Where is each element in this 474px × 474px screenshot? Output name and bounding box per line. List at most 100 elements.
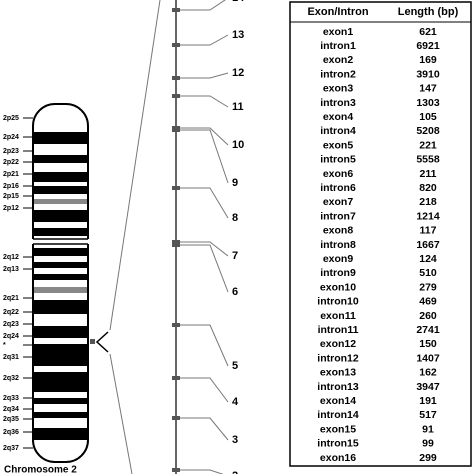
- table-cell: 6921: [416, 40, 440, 52]
- table-cell: 517: [419, 409, 437, 421]
- table-cell: intron7: [320, 210, 356, 222]
- table-cell: exon6: [323, 168, 354, 180]
- table-cell: 1214: [416, 210, 440, 222]
- table-frame: [289, 1, 472, 467]
- exon-label: 7: [232, 250, 238, 262]
- table-cell: exon4: [323, 111, 354, 123]
- exon-connector: [180, 0, 226, 11]
- exon-connector: [180, 241, 229, 257]
- table-cell: 5558: [416, 154, 440, 166]
- table-cell: 3947: [416, 381, 440, 393]
- exon-label: 13: [232, 29, 244, 41]
- table-cell: intron14: [317, 409, 359, 421]
- exon-tick: [172, 323, 180, 327]
- table-cell: intron15: [317, 438, 359, 450]
- exon-tick: [172, 376, 180, 380]
- table-cell: intron3: [320, 97, 356, 109]
- exon-label: 11: [232, 101, 244, 113]
- exon-connector: [180, 469, 224, 474]
- table-cell: 91: [422, 423, 434, 435]
- exon-label: 12: [232, 67, 244, 79]
- table-cell: 510: [419, 267, 437, 279]
- band-label: 2q35: [3, 416, 19, 423]
- table-header: Length (bp): [398, 6, 459, 18]
- table-cell: exon9: [323, 253, 354, 265]
- band-label: 2p21: [3, 171, 19, 178]
- table-cell: 162: [419, 367, 437, 379]
- centromere: [30, 239, 91, 244]
- band-label: 2q21: [3, 295, 19, 302]
- exon-connector: [180, 34, 229, 46]
- exon-connector: [180, 417, 229, 441]
- chromosome: [30, 103, 91, 463]
- table: Exon/Intron Length (bp) exon1 621 intron1 692…: [307, 6, 458, 464]
- chromosome-bands: [34, 132, 87, 440]
- table-cell: 150: [419, 338, 437, 350]
- table-cell: 299: [419, 452, 437, 464]
- table-cell: exon1: [323, 26, 354, 38]
- table-cell: exon15: [320, 423, 356, 435]
- band-label: 2q34: [3, 406, 19, 413]
- exon-connector: [180, 95, 229, 108]
- table-cell: 621: [419, 26, 437, 38]
- table-cell: intron9: [320, 267, 356, 279]
- table-cell: exon3: [323, 83, 354, 95]
- band-label: 2p24: [3, 134, 19, 141]
- exon-label: 10: [232, 139, 244, 151]
- table-cell: intron4: [320, 125, 356, 137]
- exon-label: 9: [232, 177, 238, 189]
- band-label: 2q23: [3, 321, 19, 328]
- table-cell: 169: [419, 54, 437, 66]
- exon-connector: [180, 377, 229, 403]
- table-cell: exon12: [320, 338, 356, 350]
- exon-tick: [172, 186, 180, 190]
- exon-connector: [180, 129, 229, 184]
- table-cell: 124: [419, 253, 437, 265]
- band-labels: 2p25 2p24 2p23 2p22 2p21 2p16 2p15 2p12 2q12 2q13…: [3, 115, 33, 452]
- band-label: 2q32: [3, 375, 19, 382]
- exon-connector: [180, 72, 229, 79]
- table-cell: intron11: [318, 324, 359, 336]
- table-cell: 191: [419, 395, 437, 407]
- band-label: 2p22: [3, 159, 19, 166]
- table-cell: exon13: [320, 367, 356, 379]
- table-header: Exon/Intron: [307, 6, 368, 18]
- table-cell: 2741: [416, 324, 440, 336]
- table-cell: exon10: [320, 281, 356, 293]
- table-cell: 469: [419, 296, 437, 308]
- table-cell: 5208: [416, 125, 440, 137]
- table-cell: 221: [419, 139, 437, 151]
- table-cell: intron8: [320, 239, 356, 251]
- band-label: 2p23: [3, 148, 19, 155]
- exon-tick: [172, 240, 180, 244]
- table-cell: exon2: [323, 54, 354, 66]
- table-cell: 279: [419, 281, 437, 293]
- locus-marker: [90, 0, 161, 474]
- table-cell: intron6: [320, 182, 356, 194]
- table-cell: exon7: [323, 196, 354, 208]
- exon-tick: [172, 8, 180, 12]
- table-cell: 3910: [416, 68, 440, 80]
- exon-tick: [172, 76, 180, 80]
- table-cell: 1667: [416, 239, 440, 251]
- exon-label: 3: [232, 434, 238, 446]
- exon-label: 8: [232, 212, 238, 224]
- exon-tick: [172, 468, 180, 472]
- exon-connector: [180, 324, 229, 367]
- chromosome-gray-bands: [34, 199, 87, 293]
- table-cell: intron12: [317, 352, 359, 364]
- chromosome-caption: Chromosome 2: [4, 465, 77, 474]
- table-cell: 1407: [416, 352, 440, 364]
- table-cell: 211: [420, 168, 437, 180]
- exon-connector: [180, 244, 229, 293]
- band-label: 2q13: [3, 266, 19, 273]
- table-cell: 117: [420, 225, 437, 237]
- exon-tick: [172, 243, 180, 247]
- table-cell: 218: [419, 196, 437, 208]
- band-label: 2q33: [3, 395, 19, 402]
- exon-tick: [172, 94, 180, 98]
- table-cell: intron10: [317, 296, 359, 308]
- exon-tick: [172, 43, 180, 47]
- table-cell: 820: [419, 182, 437, 194]
